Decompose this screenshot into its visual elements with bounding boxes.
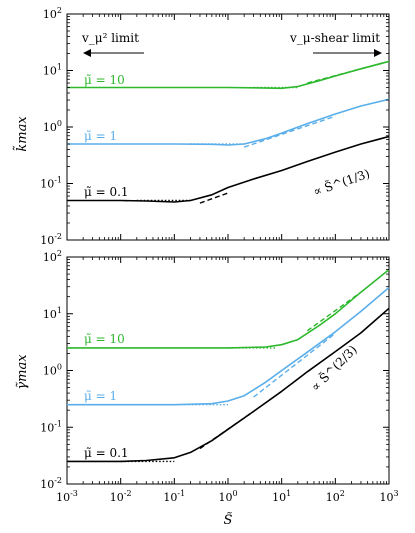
asymptote-dashed (243, 115, 336, 148)
series-line (67, 307, 390, 463)
asymptote-dashed (306, 291, 362, 332)
x-tick-label: 103 (379, 489, 398, 504)
x-tick-label: 100 (218, 489, 237, 504)
marks-top (67, 60, 390, 204)
y-axis-label-bottom: γ̃max (15, 354, 30, 390)
y-tick-label: 102 (43, 6, 62, 21)
annotation-scaling-bottom: ∝ S̃^(2/3) (307, 342, 359, 394)
asymptote-dashed (253, 332, 336, 398)
x-tick-label: 101 (272, 489, 291, 504)
y-tick-label: 10-1 (40, 176, 62, 191)
x-tick-label: 102 (326, 489, 345, 504)
series-label-mu01-bottom: μ̃ = 0.1 (84, 446, 129, 460)
y-tick-label: 101 (43, 63, 62, 78)
x-tick-label: 10-2 (110, 489, 132, 504)
series-label-mu01-top: μ̃ = 0.1 (84, 185, 129, 199)
y-tick-label: 10-2 (40, 232, 62, 247)
y-tick-label: 10-2 (40, 476, 62, 491)
x-tick-label: 10-1 (163, 489, 185, 504)
annotation-scaling-top: ∝ S̃^(1/3) (311, 165, 372, 199)
y-tick-label: 10-1 (40, 419, 62, 434)
series-line (67, 60, 390, 90)
series-label-mu10-top: μ̃ = 10 (84, 73, 125, 87)
series-line (67, 286, 390, 406)
series-label-mu1-bottom: μ̃ = 1 (84, 389, 117, 403)
asymptote-dashed (199, 192, 229, 204)
y-tick-label: 101 (43, 306, 62, 321)
y-tick-label: 102 (43, 249, 62, 264)
series-line (67, 268, 390, 349)
y-tick-label: 100 (43, 363, 62, 378)
series-label-mu1-top: μ̃ = 1 (84, 129, 117, 143)
ticks-top (66, 13, 390, 241)
series-line (67, 135, 390, 203)
panel-kmax: 10-2 10-1 100 101 102 k̃max v_μ² limit v_μ-s… (13, 6, 390, 247)
annotation-left-limit: v_μ² limit (81, 31, 139, 45)
ticks-bottom (66, 256, 390, 485)
y-axis-label-top: k̃max (13, 116, 30, 152)
series-label-mu10-bottom: μ̃ = 10 (84, 332, 125, 346)
annotation-right-limit: v_μ-shear limit (289, 31, 380, 45)
x-tick-label: 10-3 (56, 489, 78, 504)
series-line (67, 98, 390, 146)
plot-frame-top (66, 13, 390, 241)
tick-labels-top: 10-2 10-1 100 101 102 (40, 6, 62, 247)
y-tick-label: 100 (43, 119, 62, 134)
x-axis-label: S̃ (224, 512, 233, 528)
marks-bottom (67, 268, 390, 463)
